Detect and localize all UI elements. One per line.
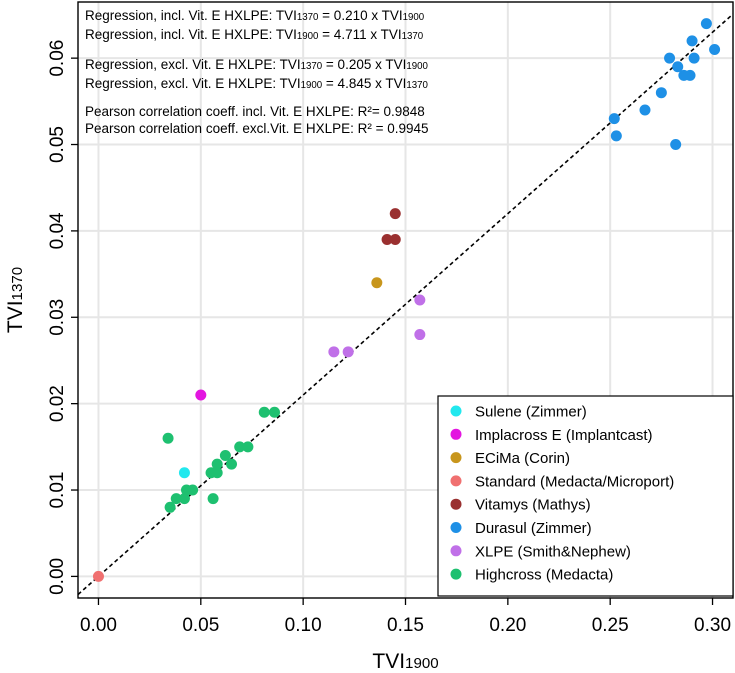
data-point-durasul-zimmer xyxy=(655,87,667,99)
annotation-line: Regression, excl. Vit. E HXLPE: TVI1900 … xyxy=(85,76,429,91)
x-axis-title: TVI1900 xyxy=(372,650,438,673)
data-point-highcross-medacta xyxy=(242,441,254,453)
data-points xyxy=(92,18,721,582)
legend: Sulene (Zimmer) Implacross E (Implantcast… xyxy=(437,395,734,597)
annotation-line: Regression, excl. Vit. E HXLPE: TVI1370 … xyxy=(85,57,429,72)
x-tick-label: 0.20 xyxy=(489,615,526,636)
data-point-highcross-medacta xyxy=(211,467,223,479)
data-point-durasul-zimmer xyxy=(672,61,684,73)
x-tick-label: 0.05 xyxy=(182,615,219,636)
data-point-durasul-zimmer xyxy=(670,139,682,151)
legend-marker xyxy=(450,568,462,580)
data-point-highcross-medacta xyxy=(178,493,190,505)
legend-entry-label: XLPE (Smith&Nephew) xyxy=(475,543,631,560)
data-point-highcross-medacta xyxy=(269,406,280,418)
y-tick-label: 0.05 xyxy=(47,126,68,163)
y-tick-label: 0.02 xyxy=(47,385,68,422)
data-point-durasul-zimmer xyxy=(608,113,620,125)
y-tick-label: 0.04 xyxy=(47,212,68,249)
y-axis: 0.00 0.01 0.02 0.03 0.04 0.05 0.06 xyxy=(47,40,78,595)
data-point-xlpe-smith-nephew xyxy=(414,329,426,341)
y-axis-title: TVI1370 xyxy=(4,267,27,333)
x-tick-label: 0.25 xyxy=(592,615,629,636)
y-tick-label: 0.03 xyxy=(47,299,68,336)
data-point-durasul-zimmer xyxy=(686,35,698,47)
data-point-highcross-medacta xyxy=(211,458,223,470)
data-point-highcross-medacta xyxy=(162,432,174,444)
legend-marker xyxy=(450,405,462,417)
data-point-implacross-e-implantcast xyxy=(195,389,207,401)
reference-dashed-line xyxy=(77,13,734,596)
legend-entry-label: Highcross (Medacta) xyxy=(475,567,613,584)
x-axis: 0.00 0.05 0.10 0.15 0.20 0.25 0.30 xyxy=(80,598,731,636)
data-point-durasul-zimmer xyxy=(688,52,700,64)
data-point-highcross-medacta xyxy=(164,501,176,513)
data-point-vitamys-mathys xyxy=(389,234,401,246)
annotation-line: Regression, incl. Vit. E HXLPE: TVI1370 … xyxy=(85,8,425,23)
data-point-durasul-zimmer xyxy=(700,18,712,30)
data-point-highcross-medacta xyxy=(207,493,219,505)
data-point-xlpe-smith-nephew xyxy=(414,294,426,306)
y-tick-label: 0.00 xyxy=(47,558,68,595)
data-point-highcross-medacta xyxy=(219,449,231,461)
data-point-xlpe-smith-nephew xyxy=(328,346,340,358)
legend-entry-label: Sulene (Zimmer) xyxy=(475,404,587,421)
legend-entry-label: Implacross E (Implantcast) xyxy=(475,427,653,444)
data-point-durasul-zimmer xyxy=(664,52,676,64)
annotation-line: Regression, incl. Vit. E HXLPE: TVI1900 … xyxy=(85,27,424,42)
x-tick-label: 0.00 xyxy=(80,615,117,636)
data-point-vitamys-mathys xyxy=(389,208,401,220)
data-point-sulene-zimmer xyxy=(178,467,190,479)
legend-entry-label: ECiMa (Corin) xyxy=(475,450,570,467)
data-point-xlpe-smith-nephew xyxy=(342,346,354,358)
y-tick-label: 0.06 xyxy=(47,40,68,77)
legend-entry-label: Durasul (Zimmer) xyxy=(475,520,592,537)
legend-box xyxy=(437,395,734,597)
data-point-vitamys-mathys xyxy=(381,234,393,246)
data-point-highcross-medacta xyxy=(187,484,199,496)
x-tick-label: 0.10 xyxy=(285,615,322,636)
annotation-line: Pearson correlation coeff. incl. Vit. E … xyxy=(85,104,425,119)
legend-entry-label: Vitamys (Mathys) xyxy=(475,497,591,514)
x-tick-label: 0.30 xyxy=(694,615,731,636)
legend-entry-label: Standard (Medacta/Microport) xyxy=(475,473,674,490)
x-tick-label: 0.15 xyxy=(387,615,424,636)
legend-marker xyxy=(450,428,462,440)
data-point-highcross-medacta xyxy=(170,493,182,505)
legend-marker xyxy=(450,545,462,557)
legend-marker xyxy=(450,452,462,464)
legend-marker xyxy=(450,498,462,510)
data-point-ecima-corin xyxy=(371,277,383,289)
axis-titles: TVI1900 TVI1370 xyxy=(4,267,439,673)
data-point-durasul-zimmer xyxy=(709,44,721,56)
legend-marker xyxy=(450,475,462,487)
data-point-durasul-zimmer xyxy=(639,104,651,116)
data-point-highcross-medacta xyxy=(234,441,246,453)
regression-annotations: Regression, incl. Vit. E HXLPE: TVI1370 … xyxy=(85,8,429,136)
data-point-highcross-medacta xyxy=(226,458,238,470)
annotation-line: Pearson correlation coeff. excl.Vit. E H… xyxy=(85,121,429,136)
data-point-durasul-zimmer xyxy=(610,130,622,142)
data-point-durasul-zimmer xyxy=(684,69,696,81)
legend-marker xyxy=(450,522,462,533)
data-point-standard-medacta-microport xyxy=(92,570,104,582)
data-point-highcross-medacta xyxy=(258,406,270,418)
y-tick-label: 0.01 xyxy=(47,472,68,509)
